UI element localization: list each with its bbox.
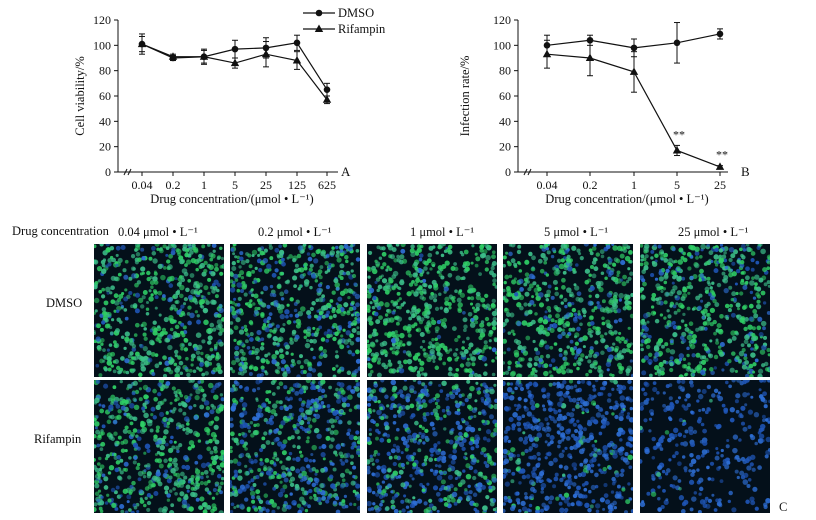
y-tick-label: 60 xyxy=(99,89,111,103)
col-label-5: 25 μmol • L⁻¹ xyxy=(678,225,749,239)
micrograph-dmso-2 xyxy=(230,244,360,377)
data-point-dmso xyxy=(630,44,638,52)
significance-marker: ** xyxy=(673,127,685,141)
panel-label: B xyxy=(741,164,750,179)
micrograph-rifampin-2 xyxy=(230,380,360,513)
micrograph-rifampin-1 xyxy=(94,380,224,513)
micrograph-dmso-4 xyxy=(503,244,633,377)
legend-marker xyxy=(314,24,324,32)
panel-label: A xyxy=(341,164,351,179)
data-point-rifampin xyxy=(542,49,552,58)
row-label-rifampin: Rifampin xyxy=(34,432,82,446)
chart-a: 0 20 40 60 80 100 120 0.04 0.2 1 5 25 125 625 Cell via… xyxy=(73,6,386,206)
data-point-rifampin xyxy=(585,53,595,61)
legend-label: DMSO xyxy=(338,6,374,20)
y-tick-label: 80 xyxy=(99,64,111,78)
micrograph-rifampin-5 xyxy=(640,380,770,513)
data-point-rifampin xyxy=(715,162,725,170)
y-tick-label: 0 xyxy=(505,165,511,179)
row-label-dmso: DMSO xyxy=(46,296,83,310)
x-tick-label: 1 xyxy=(631,178,637,192)
significance-marker: ** xyxy=(716,148,728,162)
x-tick-label: 5 xyxy=(674,178,680,192)
y-tick-label: 20 xyxy=(99,140,111,154)
col-label-2: 0.2 μmol • L⁻¹ xyxy=(258,225,332,239)
axis-break-mark xyxy=(523,168,528,176)
cell-field xyxy=(230,244,360,377)
micrograph-rifampin-4 xyxy=(503,380,633,513)
data-point-dmso xyxy=(673,39,681,47)
x-axis-title: Drug concentration/(μmol • L⁻¹) xyxy=(545,192,708,206)
y-tick-label: 60 xyxy=(499,89,511,103)
micrograph-rifampin-3 xyxy=(367,380,497,513)
col-label-3: 1 μmol • L⁻¹ xyxy=(410,225,475,239)
data-point-rifampin xyxy=(199,52,209,60)
x-tick-label: 0.04 xyxy=(537,178,558,192)
cell-field xyxy=(230,380,360,513)
col-label-1: 0.04 μmol • L⁻¹ xyxy=(118,225,198,239)
y-tick-label: 100 xyxy=(93,38,111,52)
cell-field xyxy=(94,244,224,377)
micrograph-dmso-3 xyxy=(367,244,497,377)
x-tick-label: 0.2 xyxy=(583,178,598,192)
data-point-rifampin xyxy=(292,56,302,64)
x-tick-label: 25 xyxy=(714,178,726,192)
y-tick-label: 80 xyxy=(499,64,511,78)
x-tick-label: 25 xyxy=(260,178,272,192)
cell-field xyxy=(367,244,497,377)
data-point-rifampin xyxy=(230,58,240,67)
data-point-rifampin xyxy=(168,52,178,60)
data-point-dmso xyxy=(323,86,331,93)
data-point-dmso xyxy=(293,39,301,47)
micrograph-dmso-5 xyxy=(640,244,770,377)
data-point-rifampin xyxy=(672,145,682,154)
axis-break-mark xyxy=(127,168,132,176)
data-point-dmso xyxy=(716,30,724,38)
x-tick-label: 625 xyxy=(318,178,336,192)
y-tick-label: 20 xyxy=(499,140,511,154)
x-tick-label: 0.2 xyxy=(166,178,181,192)
x-tick-label: 0.04 xyxy=(132,178,153,192)
y-tick-label: 120 xyxy=(93,13,111,27)
data-point-rifampin xyxy=(137,39,147,48)
y-tick-label: 40 xyxy=(99,114,111,128)
y-axis-title: Cell viability/% xyxy=(73,56,87,136)
x-axis-title: Drug concentration/(μmol • L⁻¹) xyxy=(150,192,313,206)
data-point-rifampin xyxy=(322,95,332,103)
y-tick-label: 100 xyxy=(493,38,511,52)
data-point-rifampin xyxy=(629,67,639,75)
axis-break-mark xyxy=(123,168,128,176)
x-tick-label: 125 xyxy=(288,178,306,192)
cell-field xyxy=(503,244,633,377)
data-point-rifampin xyxy=(261,49,271,58)
y-tick-label: 0 xyxy=(105,165,111,179)
data-point-dmso xyxy=(231,45,239,53)
header-drug-concentration: Drug concentration xyxy=(12,224,109,238)
col-label-4: 5 μmol • L⁻¹ xyxy=(544,225,609,239)
micrograph-dmso-1 xyxy=(94,244,224,377)
cell-field xyxy=(640,380,770,513)
y-axis-title: Infection rate/% xyxy=(458,56,472,137)
cell-field xyxy=(367,380,497,513)
legend-marker xyxy=(315,9,323,17)
axis-break-mark xyxy=(527,168,532,176)
cell-field xyxy=(503,380,633,513)
cell-field xyxy=(94,380,224,513)
y-tick-label: 120 xyxy=(493,13,511,27)
cell-field xyxy=(640,244,770,377)
chart-b: 0 20 40 60 80 100 120 0.04 0.2 1 5 25 Infection rate… xyxy=(458,13,750,206)
x-tick-label: 1 xyxy=(201,178,207,192)
legend-label: Rifampin xyxy=(338,22,386,36)
panel-label-c: C xyxy=(779,500,788,514)
y-tick-label: 40 xyxy=(499,114,511,128)
x-tick-label: 5 xyxy=(232,178,238,192)
